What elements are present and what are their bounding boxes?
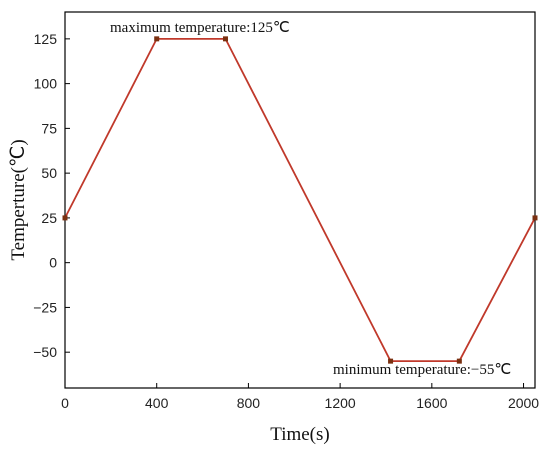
y-tick-label: 50 [41,165,57,181]
temperature-series-line [64,38,536,363]
y-tick-label: 75 [41,120,57,136]
x-tick-label: 800 [237,395,261,411]
x-tick-label: 2000 [508,395,539,411]
series-point-marker [388,358,394,364]
x-tick-label: 1600 [416,395,447,411]
y-axis-ticks: −50 −25 0 25 50 75 100 125 [33,31,70,360]
series-point-marker [222,36,228,42]
series-point-marker [154,36,160,42]
series-layer [64,38,536,363]
series-point-marker [532,215,538,221]
markers-layer [62,36,538,364]
series-point-marker [62,215,68,221]
y-tick-label: 25 [41,210,57,226]
y-tick-label: 100 [34,76,58,92]
x-axis-title: Time(s) [270,424,329,445]
x-tick-label: 0 [61,395,69,411]
plot-area [64,11,536,389]
y-tick-label: −25 [33,299,57,315]
y-tick-label: −50 [33,344,57,360]
y-axis-title: Temperture(℃) [8,139,29,260]
y-tick-label: 0 [49,255,57,271]
x-axis-ticks: 0 400 800 1200 1600 2000 [61,383,539,411]
plot-frame [64,11,536,389]
x-tick-label: 400 [145,395,169,411]
max-temperature-annotation: maximum temperature:125℃ [110,20,290,36]
y-tick-label: 125 [34,31,58,47]
series-point-marker [456,358,462,364]
x-tick-label: 1200 [325,395,356,411]
min-temperature-annotation: minimum temperature:−55℃ [333,362,511,378]
